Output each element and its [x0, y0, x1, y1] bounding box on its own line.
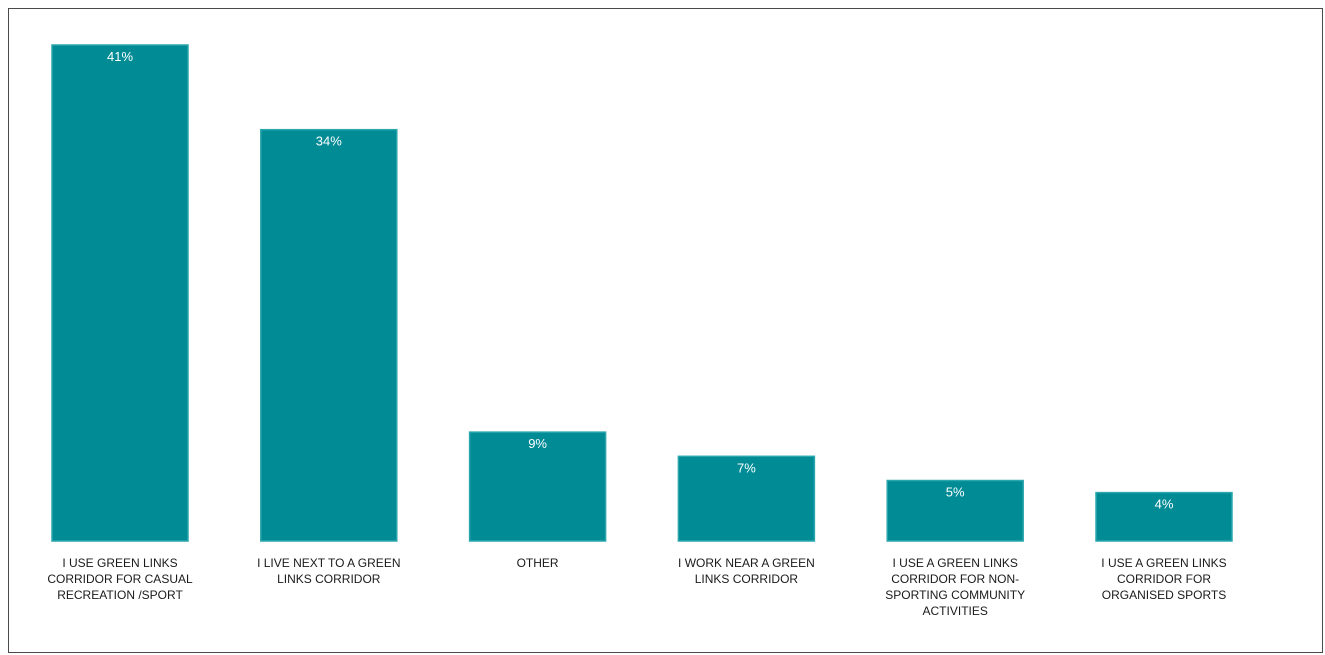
category-label-line: ORGANISED SPORTS: [1102, 588, 1226, 602]
bar-value-label-2: 34%: [316, 134, 342, 149]
bar-2: [260, 128, 398, 542]
category-label-line: LINKS CORRIDOR: [277, 572, 381, 586]
category-label-3: OTHER: [517, 556, 559, 570]
category-label-5: I USE A GREEN LINKS CORRIDOR FOR NON- SPOR…: [885, 556, 1025, 618]
category-label-line: I USE GREEN LINKS: [62, 556, 177, 570]
bar-value-label-5: 5%: [946, 485, 965, 500]
category-label-4: I WORK NEAR A GREEN LINKS CORRIDOR: [678, 556, 815, 586]
category-label-line: CORRIDOR FOR: [1117, 572, 1211, 586]
category-label-line: I USE A GREEN LINKS: [893, 556, 1018, 570]
category-label-line: CORRIDOR FOR CASUAL: [47, 572, 193, 586]
bars-group: [51, 44, 1233, 542]
bar-3: [468, 431, 607, 542]
bar-6: [1095, 491, 1233, 542]
bar-value-label-3: 9%: [528, 436, 547, 451]
category-labels-group: I USE GREEN LINKS CORRIDOR FOR CASUAL RECR…: [47, 556, 1226, 618]
category-label-line: I USE A GREEN LINKS: [1101, 556, 1226, 570]
category-label-2: I LIVE NEXT TO A GREEN LINKS CORRIDOR: [257, 556, 400, 586]
category-label-line: RECREATION /SPORT: [57, 588, 183, 602]
category-label-line: LINKS CORRIDOR: [695, 572, 799, 586]
bar-value-label-4: 7%: [737, 460, 756, 475]
value-labels-group: 41% 34% 9% 7% 5% 4%: [107, 49, 1174, 512]
bar-4: [677, 455, 816, 542]
category-label-line: I WORK NEAR A GREEN: [678, 556, 815, 570]
bar-chart: 41% 34% 9% 7% 5% 4% I USE GREEN LINKS CORRIDOR…: [47, 44, 1233, 618]
category-label-1: I USE GREEN LINKS CORRIDOR FOR CASUAL RECR…: [47, 556, 193, 602]
bar-1: [51, 44, 189, 542]
bar-5: [886, 479, 1024, 542]
chart-frame: 41% 34% 9% 7% 5% 4% I USE GREEN LINKS CORRIDOR…: [8, 8, 1323, 653]
category-label-line: ACTIVITIES: [923, 604, 988, 618]
category-label-6: I USE A GREEN LINKS CORRIDOR FOR ORGANISED…: [1101, 556, 1226, 602]
category-label-line: I LIVE NEXT TO A GREEN: [257, 556, 400, 570]
category-label-line: OTHER: [517, 556, 559, 570]
category-label-line: CORRIDOR FOR NON-: [891, 572, 1019, 586]
bar-value-label-1: 41%: [107, 49, 133, 64]
category-label-line: SPORTING COMMUNITY: [885, 588, 1025, 602]
bar-value-label-6: 4%: [1155, 497, 1174, 512]
